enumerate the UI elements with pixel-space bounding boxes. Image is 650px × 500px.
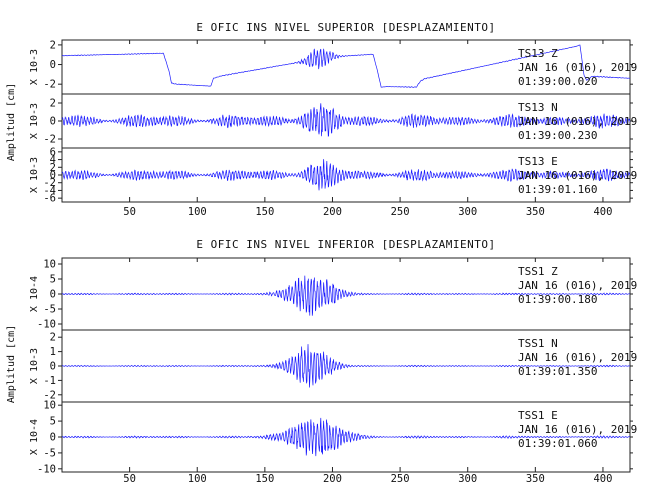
x-tick-label: 100 [188, 473, 207, 485]
y-tick-label: 2 [50, 39, 56, 51]
waveform-trace [61, 344, 631, 388]
x-tick-label: 200 [323, 473, 342, 485]
waveform-trace [61, 103, 631, 137]
y-tick-label: -1 [43, 375, 56, 387]
waveform-trace [61, 275, 631, 316]
y-tick-label: 2 [50, 98, 56, 110]
y-tick-label: -5 [43, 447, 56, 459]
x-tick-label: 300 [458, 473, 477, 485]
y-tick-label: 0 [50, 361, 56, 373]
y-tick-label: -4 [43, 185, 56, 197]
y-tick-label: 0 [50, 432, 56, 444]
x-tick-label: 400 [593, 206, 612, 218]
station-info-line: JAN 16 (016), 2019 [518, 351, 637, 364]
station-info-line: JAN 16 (016), 2019 [518, 169, 637, 182]
station-info-line: TS13 Z [518, 47, 558, 60]
station-info-line: 01:39:00.230 [518, 129, 597, 142]
y-tick-label: -6 [43, 193, 56, 205]
y-tick-label: 10 [43, 259, 56, 271]
y-tick-label: -10 [37, 319, 56, 331]
x-tick-label: 350 [526, 473, 545, 485]
station-info-line: TSS1 E [518, 409, 558, 422]
station-info-line: TS13 E [518, 155, 558, 168]
y-tick-label: 10 [43, 400, 56, 412]
y-tick-label: 6 [50, 146, 56, 158]
waveform-trace [61, 417, 631, 457]
station-info-line: TSS1 N [518, 337, 558, 350]
x-tick-label: 150 [255, 473, 274, 485]
station-info-line: 01:39:01.160 [518, 183, 597, 196]
y-tick-label: -5 [43, 304, 56, 316]
station-info-line: 01:39:01.350 [518, 365, 597, 378]
station-info-line: 01:39:00.180 [518, 293, 597, 306]
scale-factor-label: X 10-3 [29, 49, 40, 85]
chart-title: E OFIC INS NIVEL INFERIOR [DESPLAZAMIENT… [196, 238, 495, 251]
y-tick-label: 5 [50, 416, 56, 428]
y-tick-label: -10 [37, 463, 56, 475]
y-tick-label: 5 [50, 274, 56, 286]
y-tick-label: -2 [43, 177, 56, 189]
y-tick-label: 1 [50, 346, 56, 358]
waveform-trace [61, 44, 631, 88]
scale-factor-label: X 10-3 [29, 157, 40, 193]
y-axis-label: Amplitud [cm] [6, 325, 17, 403]
x-tick-label: 250 [391, 206, 410, 218]
y-tick-label: 2 [50, 332, 56, 344]
y-tick-label: 0 [50, 116, 56, 128]
x-tick-label: 100 [188, 206, 207, 218]
scale-factor-label: X 10-3 [29, 348, 40, 384]
y-axis-label: Amplitud [cm] [6, 83, 17, 161]
y-tick-label: -2 [43, 389, 56, 401]
scale-factor-label: X 10-4 [29, 419, 40, 455]
x-tick-label: 50 [123, 206, 136, 218]
station-info-line: JAN 16 (016), 2019 [518, 279, 637, 292]
y-tick-label: 0 [50, 289, 56, 301]
station-info-line: JAN 16 (016), 2019 [518, 423, 637, 436]
station-info-line: JAN 16 (016), 2019 [518, 115, 637, 128]
x-tick-label: 200 [323, 206, 342, 218]
x-tick-label: 250 [391, 473, 410, 485]
station-info-line: TS13 N [518, 101, 558, 114]
chart-title: E OFIC INS NIVEL SUPERIOR [DESPLAZAMIENT… [196, 21, 495, 34]
x-tick-label: 150 [255, 206, 274, 218]
waveform-trace [61, 159, 631, 191]
y-tick-label: 4 [50, 154, 56, 166]
station-info-line: 01:39:01.060 [518, 437, 597, 450]
y-tick-label: -2 [43, 134, 56, 146]
station-info-line: 01:39:00.020 [518, 75, 597, 88]
x-tick-label: 350 [526, 206, 545, 218]
x-tick-label: 300 [458, 206, 477, 218]
station-info-line: JAN 16 (016), 2019 [518, 61, 637, 74]
scale-factor-label: X 10-3 [29, 103, 40, 139]
x-tick-label: 50 [123, 473, 136, 485]
station-info-line: TSS1 Z [518, 265, 558, 278]
y-tick-label: -2 [43, 79, 56, 91]
scale-factor-label: X 10-4 [29, 276, 40, 312]
x-tick-label: 400 [593, 473, 612, 485]
y-tick-label: 0 [50, 170, 56, 182]
y-tick-label: 2 [50, 162, 56, 174]
y-tick-label: 0 [50, 59, 56, 71]
